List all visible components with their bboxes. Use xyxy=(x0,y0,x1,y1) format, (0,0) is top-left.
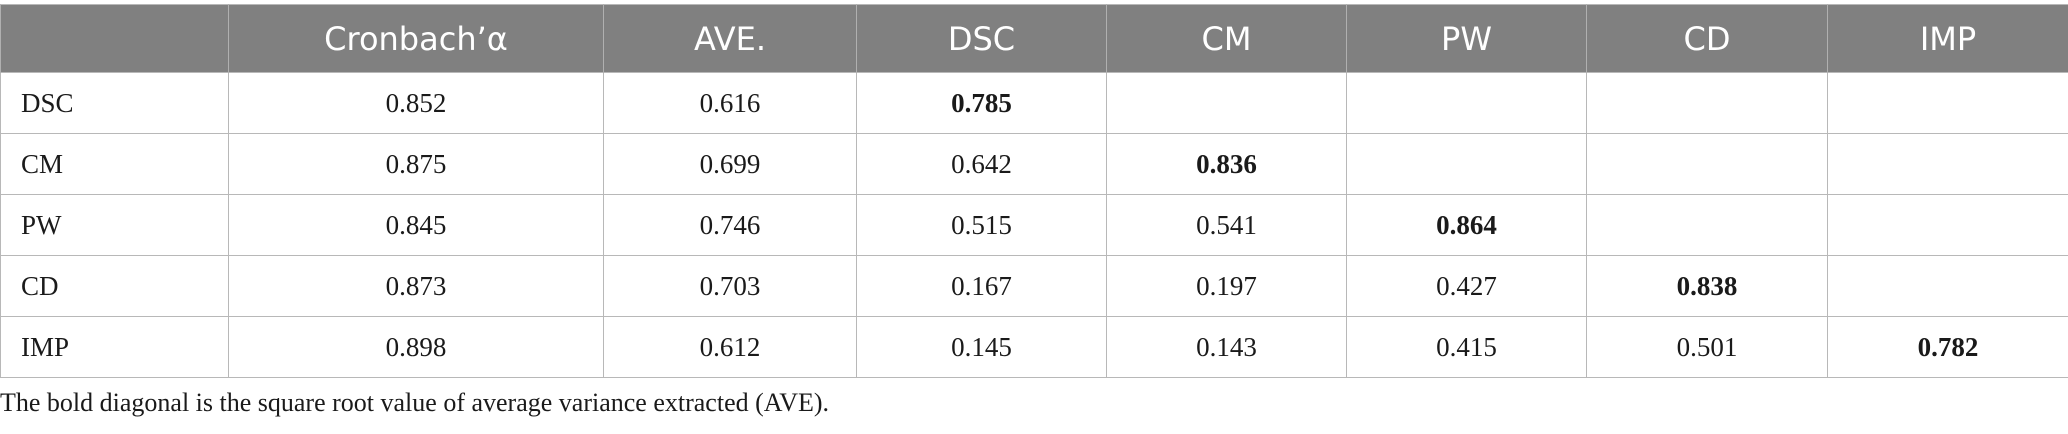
table-cell: 0.541 xyxy=(1106,194,1347,256)
header-cell-cd: CD xyxy=(1586,4,1828,73)
diagonal-cell: 0.782 xyxy=(1827,316,2068,378)
table-cell: 0.845 xyxy=(228,194,604,256)
table-cell xyxy=(1586,194,1828,256)
table-cell xyxy=(1827,194,2068,256)
validity-table: Cronbach’α AVE. DSC CM PW CD IMP DSC 0.8… xyxy=(0,4,2068,378)
header-cell-dsc: DSC xyxy=(856,4,1107,73)
table-cell: 0.875 xyxy=(228,133,604,195)
table-cell xyxy=(1827,133,2068,195)
table-cell: 0.145 xyxy=(856,316,1107,378)
table-cell xyxy=(1827,255,2068,317)
table-cell: 0.501 xyxy=(1586,316,1828,378)
table-cell: 0.898 xyxy=(228,316,604,378)
table-cell: 0.427 xyxy=(1346,255,1587,317)
table-cell: 0.167 xyxy=(856,255,1107,317)
table-cell: 0.197 xyxy=(1106,255,1347,317)
table-row: DSC 0.852 0.616 0.785 xyxy=(0,72,2068,134)
header-cell-cm: CM xyxy=(1106,4,1347,73)
row-label: CM xyxy=(0,133,229,195)
table-cell: 0.746 xyxy=(603,194,857,256)
table-cell: 0.143 xyxy=(1106,316,1347,378)
table-cell xyxy=(1586,133,1828,195)
table-cell: 0.699 xyxy=(603,133,857,195)
row-label: DSC xyxy=(0,72,229,134)
table-cell: 0.642 xyxy=(856,133,1107,195)
header-cell-pw: PW xyxy=(1346,4,1587,73)
table-cell: 0.415 xyxy=(1346,316,1587,378)
table-cell: 0.873 xyxy=(228,255,604,317)
table-cell xyxy=(1346,133,1587,195)
row-label: PW xyxy=(0,194,229,256)
header-cell-imp: IMP xyxy=(1827,4,2068,73)
diagonal-cell: 0.836 xyxy=(1106,133,1347,195)
header-row: Cronbach’α AVE. DSC CM PW CD IMP xyxy=(0,4,2068,73)
table-cell: 0.852 xyxy=(228,72,604,134)
header-cell-cronbach: Cronbach’α xyxy=(228,4,604,73)
diagonal-cell: 0.838 xyxy=(1586,255,1828,317)
table-row: CM 0.875 0.699 0.642 0.836 xyxy=(0,133,2068,195)
diagonal-cell: 0.864 xyxy=(1346,194,1587,256)
table-cell xyxy=(1827,72,2068,134)
header-cell-corner xyxy=(0,4,229,73)
table-row: PW 0.845 0.746 0.515 0.541 0.864 xyxy=(0,194,2068,256)
table-cell: 0.515 xyxy=(856,194,1107,256)
table-cell: 0.612 xyxy=(603,316,857,378)
table-footnote: The bold diagonal is the square root val… xyxy=(0,388,830,417)
table-header: Cronbach’α AVE. DSC CM PW CD IMP xyxy=(0,4,2068,73)
table-cell: 0.616 xyxy=(603,72,857,134)
table-row: CD 0.873 0.703 0.167 0.197 0.427 0.838 xyxy=(0,255,2068,317)
table-cell: 0.703 xyxy=(603,255,857,317)
table-cell xyxy=(1106,72,1347,134)
table-body: DSC 0.852 0.616 0.785 CM 0.875 0.699 0.6… xyxy=(0,72,2068,378)
row-label: CD xyxy=(0,255,229,317)
header-cell-ave: AVE. xyxy=(603,4,857,73)
table-cell xyxy=(1346,72,1587,134)
table-cell xyxy=(1586,72,1828,134)
diagonal-cell: 0.785 xyxy=(856,72,1107,134)
table-row: IMP 0.898 0.612 0.145 0.143 0.415 0.501 … xyxy=(0,316,2068,378)
row-label: IMP xyxy=(0,316,229,378)
